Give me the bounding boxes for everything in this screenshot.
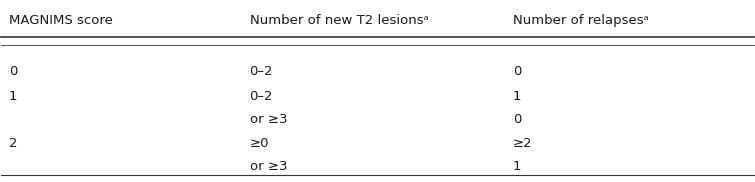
Text: 0: 0	[513, 113, 521, 126]
Text: 0–2: 0–2	[250, 65, 273, 78]
Text: or ≥3: or ≥3	[250, 113, 287, 126]
Text: 0: 0	[513, 65, 521, 78]
Text: Number of new T2 lesionsᵃ: Number of new T2 lesionsᵃ	[250, 14, 429, 27]
Text: ≥0: ≥0	[250, 137, 269, 150]
Text: or ≥3: or ≥3	[250, 160, 287, 173]
Text: ≥2: ≥2	[513, 137, 532, 150]
Text: MAGNIMS score: MAGNIMS score	[9, 14, 112, 27]
Text: Number of relapsesᵃ: Number of relapsesᵃ	[513, 14, 649, 27]
Text: 1: 1	[513, 160, 522, 173]
Text: 0: 0	[9, 65, 17, 78]
Text: 0–2: 0–2	[250, 90, 273, 103]
Text: 2: 2	[9, 137, 17, 150]
Text: 1: 1	[513, 90, 522, 103]
Text: 1: 1	[9, 90, 17, 103]
